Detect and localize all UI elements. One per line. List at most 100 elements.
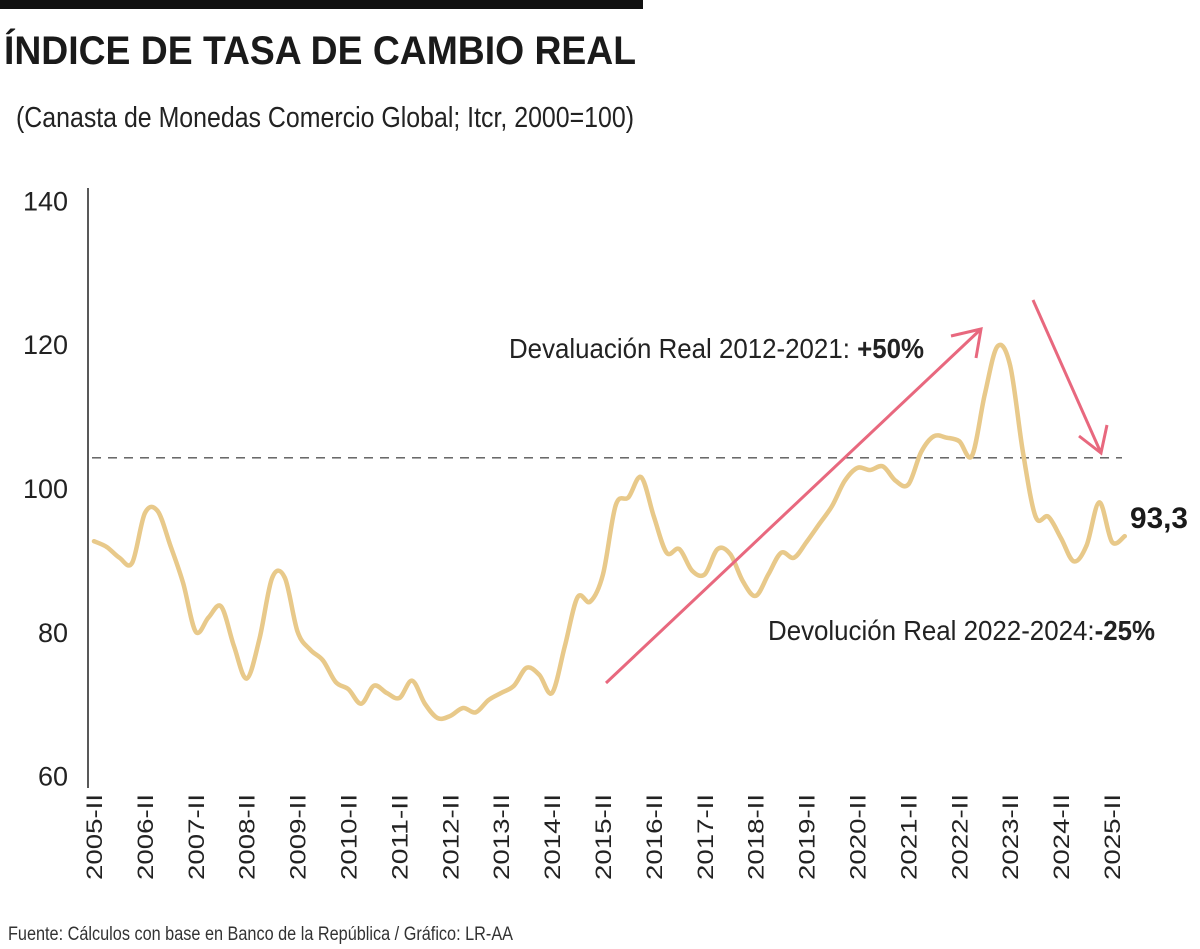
data-point <box>397 695 402 700</box>
data-point <box>486 698 491 703</box>
data-point <box>1071 559 1076 564</box>
y-tick-label: 80 <box>38 618 68 648</box>
x-tick-label: 2011-II <box>387 794 412 880</box>
data-point <box>308 647 313 652</box>
data-point <box>931 434 936 439</box>
x-tick-label: 2010-II <box>337 794 362 880</box>
data-point <box>855 465 860 470</box>
chart-subtitle: (Canasta de Monedas Comercio Global; Itc… <box>16 102 634 134</box>
data-point <box>715 547 720 552</box>
data-point <box>919 450 924 455</box>
data-point <box>155 509 160 514</box>
data-point <box>702 572 707 577</box>
data-point <box>766 572 771 577</box>
y-tick-label: 120 <box>23 330 68 360</box>
data-point <box>880 464 885 469</box>
data-point <box>359 701 364 706</box>
data-point <box>995 344 1000 349</box>
chart-title: ÍNDICE DE TASA DE CAMBIO REAL <box>4 28 636 73</box>
data-point <box>906 482 911 487</box>
data-point <box>817 521 822 526</box>
data-point <box>1097 500 1102 505</box>
data-point <box>1020 450 1025 455</box>
data-point <box>562 644 567 649</box>
data-point <box>550 690 555 695</box>
data-point <box>117 555 122 560</box>
x-tick-label: 2005-II <box>82 794 107 880</box>
data-point <box>130 560 135 565</box>
data-point <box>257 636 262 641</box>
data-point <box>193 629 198 634</box>
data-point <box>779 550 784 555</box>
data-point <box>461 706 466 711</box>
x-tick-label: 2008-II <box>235 794 260 880</box>
x-tick-label: 2017-II <box>693 794 718 880</box>
data-point <box>957 439 962 444</box>
data-point <box>104 544 109 549</box>
data-point <box>524 665 529 670</box>
data-point <box>575 595 580 600</box>
data-point <box>791 555 796 560</box>
data-point <box>1008 363 1013 368</box>
data-point <box>384 690 389 695</box>
data-point <box>728 552 733 557</box>
x-tick-label: 2024-II <box>1049 794 1074 880</box>
x-tick-label: 2012-II <box>438 794 463 880</box>
data-point <box>333 680 338 685</box>
end-value-label: 93,3 <box>1130 502 1188 535</box>
data-point <box>740 579 745 584</box>
data-point <box>613 503 618 508</box>
series-points <box>92 344 1127 721</box>
data-point <box>664 550 669 555</box>
data-point <box>677 547 682 552</box>
data-point <box>1110 539 1114 544</box>
data-point <box>410 678 415 683</box>
data-point <box>511 683 516 688</box>
data-point <box>435 716 440 721</box>
x-tick-label: 2014-II <box>540 794 565 880</box>
y-tick-label: 140 <box>23 186 68 216</box>
source-note: Fuente: Cálculos con base en Banco de la… <box>8 924 513 945</box>
data-point <box>830 503 835 508</box>
data-point <box>448 713 453 718</box>
data-point <box>842 478 847 483</box>
data-point <box>270 575 275 580</box>
data-point <box>753 593 758 598</box>
data-point <box>651 514 656 519</box>
x-tick-label: 2025-II <box>1100 794 1125 880</box>
data-point <box>92 539 96 544</box>
data-point <box>219 604 224 609</box>
x-tick-label: 2006-II <box>133 794 158 880</box>
data-point <box>142 511 147 516</box>
data-point <box>982 392 987 397</box>
data-point <box>1059 536 1064 541</box>
x-tick-label: 2015-II <box>591 794 616 880</box>
x-tick-label: 2021-II <box>896 794 921 880</box>
data-point <box>970 453 975 458</box>
data-point <box>282 575 287 580</box>
y-tick-label: 60 <box>38 762 68 792</box>
x-tick-label: 2019-II <box>795 794 820 880</box>
data-point <box>295 629 300 634</box>
data-point <box>181 580 186 585</box>
data-point <box>473 710 478 715</box>
annotation-devaluation: Devaluación Real 2012-2021: +50% <box>509 333 924 364</box>
annotation-devolution: Devolución Real 2022-2024:-25% <box>768 615 1155 646</box>
x-tick-label: 2009-II <box>286 794 311 880</box>
arrow-up-icon <box>604 327 983 685</box>
y-tick-labels: 60 80 100 120 140 <box>23 186 68 791</box>
data-point <box>690 568 695 573</box>
data-point <box>422 701 427 706</box>
data-point <box>601 572 605 577</box>
data-point <box>1084 543 1089 548</box>
x-tick-label: 2023-II <box>998 794 1023 880</box>
arrow-down-icon <box>1031 299 1109 456</box>
x-tick-label: 2020-II <box>846 794 871 880</box>
x-tick-label: 2018-II <box>744 794 769 880</box>
data-point <box>499 690 504 695</box>
data-point <box>626 495 631 500</box>
x-tick-label: 2007-II <box>184 794 209 880</box>
data-point <box>537 672 542 677</box>
series-line <box>91 342 1127 722</box>
